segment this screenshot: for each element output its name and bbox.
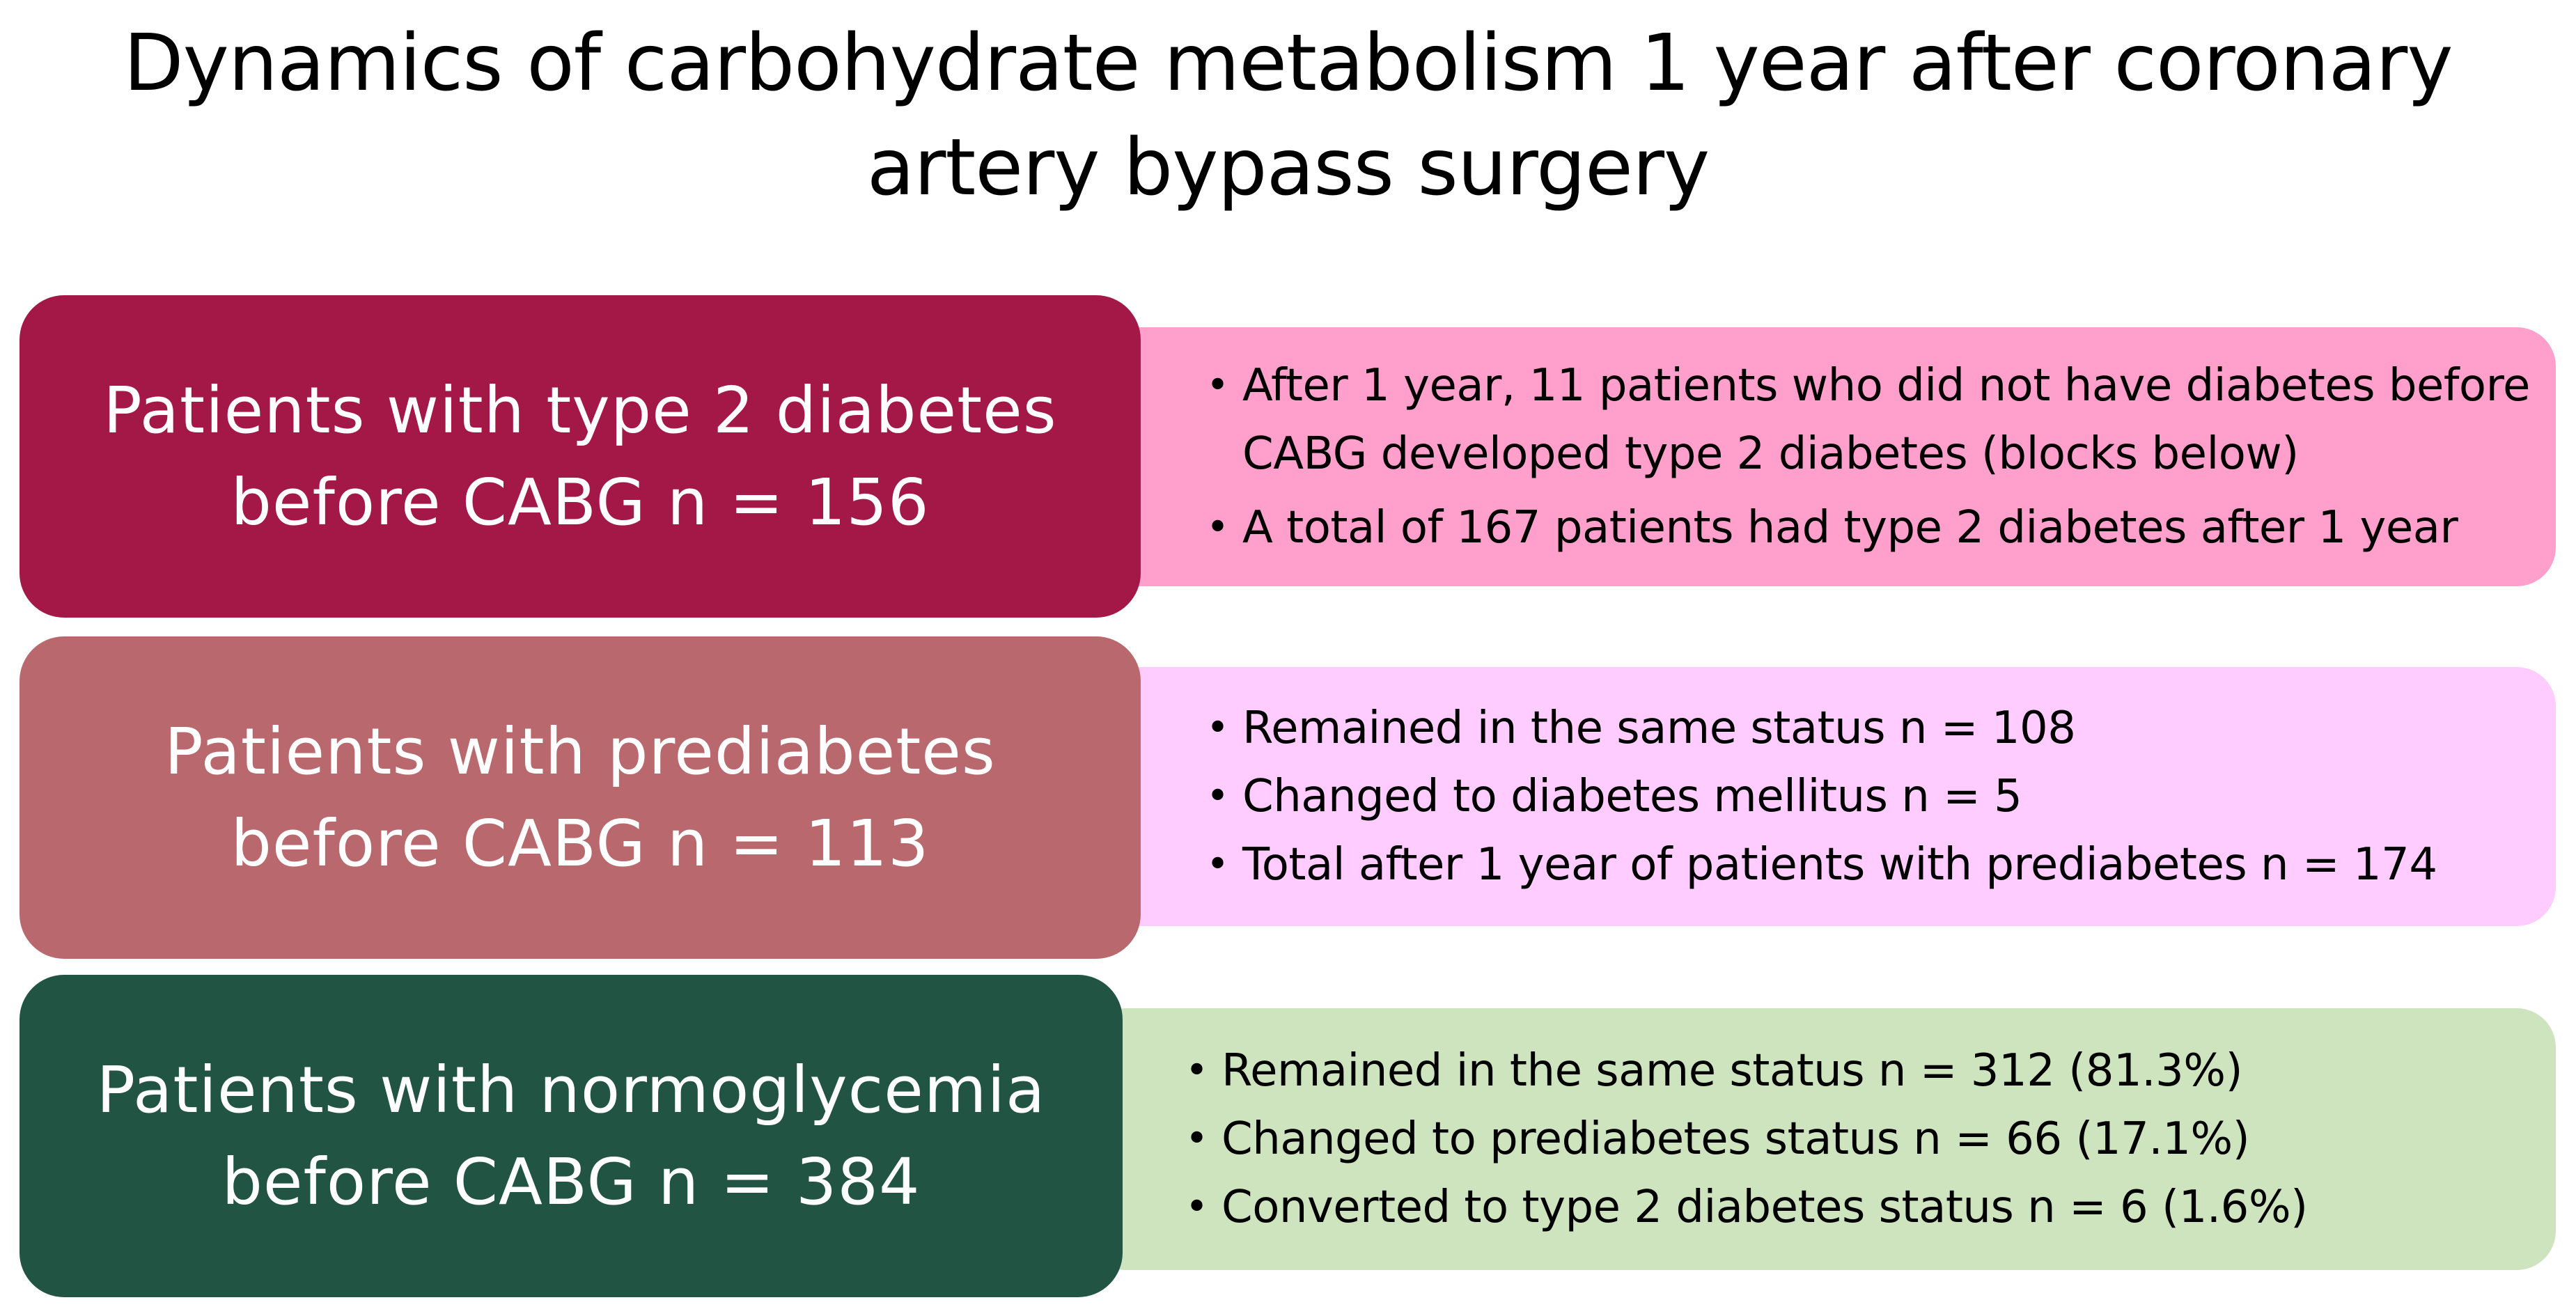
bullet-icon: • [1206, 505, 1229, 550]
type2-diabetes-bullet-list: • After 1 year, 11 patients who did not … [1202, 352, 2556, 562]
list-item: • After 1 year, 11 patients who did not … [1202, 352, 2552, 488]
prediabetes-detail-box: • Remained in the same status n = 108 • … [1086, 667, 2556, 926]
prediabetes-header-line-1: Patients with prediabetes [164, 714, 996, 789]
bullet-icon: • [1206, 363, 1229, 408]
normoglycemia-header-line-1: Patients with normoglycemia [96, 1052, 1046, 1127]
bullet-icon: • [1206, 774, 1229, 819]
normoglycemia-header-line-2: before CABG n = 384 [221, 1144, 921, 1219]
bullet-text: A total of 167 patients had type 2 diabe… [1242, 502, 2458, 554]
prediabetes-header-line-2: before CABG n = 113 [231, 806, 930, 881]
normoglycemia-detail-box: • Remained in the same status n = 312 (8… [1086, 1008, 2556, 1270]
list-item: • Changed to prediabetes status n = 66 (… [1181, 1105, 2556, 1173]
list-item: • Remained in the same status n = 108 [1202, 694, 2556, 762]
normoglycemia-bullet-list: • Remained in the same status n = 312 (8… [1181, 1037, 2556, 1241]
bullet-icon: • [1206, 705, 1229, 751]
prediabetes-header-box: Patients with prediabetes before CABG n … [19, 636, 1141, 959]
list-item: • Total after 1 year of patients with pr… [1202, 831, 2556, 899]
bullet-text: Converted to type 2 diabetes status n = … [1221, 1182, 2308, 1233]
type2-diabetes-header-line-1: Patients with type 2 diabetes [103, 373, 1057, 448]
type2-diabetes-header-line-2: before CABG n = 156 [231, 464, 930, 540]
bullet-text: Changed to prediabetes status n = 66 (17… [1221, 1113, 2250, 1165]
bullet-icon: • [1185, 1184, 1208, 1230]
list-item: • A total of 167 patients had type 2 dia… [1202, 494, 2556, 562]
list-item: • Converted to type 2 diabetes status n … [1181, 1173, 2556, 1241]
bullet-text: After 1 year, 11 patients who did not ha… [1242, 360, 2530, 480]
title-line-2: artery bypass surgery [866, 123, 1710, 213]
title-line-1: Dynamics of carbohydrate metabolism 1 ye… [123, 18, 2453, 109]
type2-diabetes-header-box: Patients with type 2 diabetes before CAB… [19, 295, 1141, 618]
bullet-text: Changed to diabetes mellitus n = 5 [1242, 771, 2022, 822]
bullet-icon: • [1206, 842, 1229, 887]
bullet-icon: • [1185, 1116, 1208, 1161]
type2-diabetes-detail-box: • After 1 year, 11 patients who did not … [1086, 327, 2556, 586]
normoglycemia-header-box: Patients with normoglycemia before CABG … [19, 975, 1123, 1297]
bullet-text: Remained in the same status n = 108 [1242, 703, 2076, 754]
list-item: • Remained in the same status n = 312 (8… [1181, 1037, 2556, 1105]
bullet-text: Remained in the same status n = 312 (81.… [1221, 1045, 2243, 1097]
bullet-text: Total after 1 year of patients with pred… [1242, 839, 2437, 891]
prediabetes-bullet-list: • Remained in the same status n = 108 • … [1202, 694, 2556, 899]
bullet-icon: • [1185, 1048, 1208, 1093]
list-item: • Changed to diabetes mellitus n = 5 [1202, 762, 2556, 831]
page-title: Dynamics of carbohydrate metabolism 1 ye… [0, 11, 2576, 220]
